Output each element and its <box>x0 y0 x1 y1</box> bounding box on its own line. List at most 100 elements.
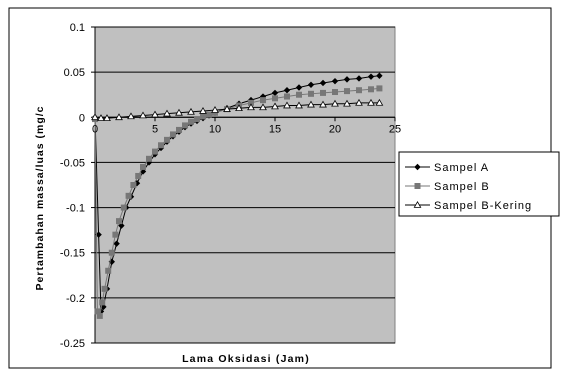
data-point <box>135 172 142 179</box>
data-point <box>367 98 375 106</box>
data-point <box>101 285 108 292</box>
data-point <box>355 75 363 82</box>
data-point <box>91 113 99 121</box>
data-point <box>140 163 146 170</box>
data-point <box>97 114 105 121</box>
data-point <box>375 98 384 106</box>
legend-marker <box>414 183 421 189</box>
data-point <box>331 77 339 85</box>
data-point <box>194 116 200 123</box>
data-point <box>356 87 362 94</box>
data-point <box>105 267 112 274</box>
data-point <box>182 122 188 129</box>
legend-entry: Sampel B <box>405 181 490 193</box>
data-point <box>260 97 266 104</box>
x-tick-label: 15 <box>269 123 281 135</box>
data-point <box>188 118 194 125</box>
data-point <box>376 85 383 92</box>
data-point <box>151 110 159 118</box>
data-point <box>332 89 338 96</box>
data-point <box>164 136 170 143</box>
data-point <box>113 240 120 247</box>
y-tick-label: 0.05 <box>64 67 85 79</box>
data-point <box>187 107 195 115</box>
data-point <box>320 89 326 96</box>
x-axis-label: Lama Oksidasi (Jam) <box>182 353 310 365</box>
data-point <box>271 102 279 110</box>
data-point <box>108 249 115 256</box>
data-point <box>272 95 278 102</box>
legend-marker <box>414 163 421 171</box>
data-point <box>176 126 182 133</box>
data-point <box>307 100 315 108</box>
x-tick-label: 0 <box>92 123 98 135</box>
data-point <box>283 87 291 94</box>
data-point <box>115 113 123 121</box>
data-point <box>200 113 206 120</box>
x-tick-label: 5 <box>152 123 158 135</box>
y-tick-label: -0.2 <box>66 293 85 305</box>
data-point <box>271 89 279 97</box>
data-point <box>146 155 152 162</box>
data-point <box>344 88 350 95</box>
data-point <box>355 98 363 106</box>
data-point <box>95 231 102 238</box>
data-point <box>368 86 374 93</box>
data-point <box>199 106 207 114</box>
x-tick-label: 10 <box>209 123 221 135</box>
y-tick-label: -0.05 <box>60 157 85 169</box>
data-point <box>235 104 243 112</box>
legend-marker <box>413 200 422 208</box>
data-point <box>103 114 111 121</box>
legend: Sampel A Sampel B Sampel B-Kering <box>398 151 560 217</box>
legend-label: Sampel B <box>434 181 490 193</box>
plot-area <box>94 26 396 344</box>
data-point <box>295 84 303 91</box>
data-point <box>139 111 147 119</box>
data-point <box>118 222 125 229</box>
data-point <box>295 101 303 109</box>
data-point <box>319 100 327 108</box>
y-axis-label: Pertambahan massa/luas (mg/c <box>34 106 46 291</box>
data-point <box>331 99 339 107</box>
data-point <box>158 142 164 149</box>
data-point <box>206 111 212 118</box>
y-tick-label: -0.15 <box>60 248 85 260</box>
data-point <box>96 312 103 319</box>
data-point <box>376 72 383 79</box>
data-point <box>319 79 327 87</box>
data-point <box>108 258 115 265</box>
data-point <box>125 192 132 199</box>
data-point <box>152 148 158 155</box>
data-point <box>259 103 267 111</box>
data-point <box>130 182 137 188</box>
x-tick-label: 25 <box>389 123 401 135</box>
data-point <box>116 218 122 225</box>
data-point <box>170 131 176 138</box>
data-point <box>343 76 351 83</box>
x-tick-label: 20 <box>329 123 341 135</box>
series-group <box>91 72 384 319</box>
legend-label: Sampel B-Kering <box>434 200 532 212</box>
legend-box <box>398 151 560 217</box>
tick-labels: -0.25 -0.2 -0.15 -0.1 -0.05 0 0.05 0.1 0 5 10 15 20 2… <box>60 22 401 350</box>
data-point <box>259 93 267 100</box>
series-3 <box>91 98 384 121</box>
y-tick-label: 0.1 <box>70 22 85 34</box>
y-tick-label: -0.1 <box>66 203 85 215</box>
data-point <box>248 99 254 106</box>
data-point <box>247 103 255 111</box>
data-point <box>283 101 291 109</box>
data-point <box>99 299 106 306</box>
series-2 <box>92 85 383 319</box>
data-point <box>127 112 135 120</box>
y-tick-label: -0.25 <box>60 338 85 350</box>
data-point <box>307 81 315 88</box>
data-point <box>163 109 171 117</box>
data-point <box>175 108 183 116</box>
data-point <box>120 204 127 211</box>
legend-label: Sampel A <box>434 162 489 174</box>
data-point <box>211 106 219 113</box>
